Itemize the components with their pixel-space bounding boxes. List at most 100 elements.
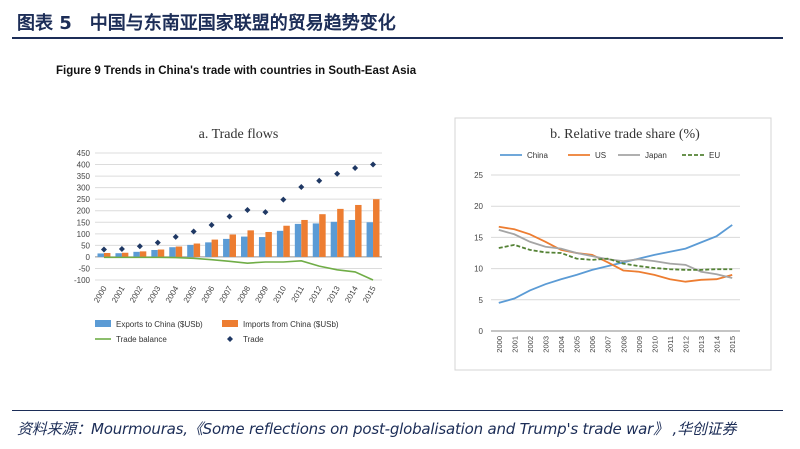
chart-a-import-bar xyxy=(211,239,219,257)
chart-b-x-tick: 2010 xyxy=(650,336,659,353)
legend-exports-label: Exports to China ($USb) xyxy=(116,320,203,329)
chart-a-trade-marker xyxy=(172,233,179,240)
chart-a-export-bar xyxy=(294,223,302,257)
legend-balance-label: Trade balance xyxy=(116,335,167,344)
chart-b-y-tick: 5 xyxy=(479,296,484,305)
chart-a-trade-marker xyxy=(100,246,107,253)
legend-imports-label: Imports from China ($USb) xyxy=(243,320,339,329)
chart-b-x-tick: 2006 xyxy=(588,336,597,353)
chart-b-x-tick: 2009 xyxy=(635,336,644,353)
chart-a-y-tick: 0 xyxy=(86,253,91,262)
title-divider xyxy=(12,37,783,39)
chart-a-y-tick: 350 xyxy=(77,172,91,181)
chart-a-import-bar xyxy=(157,249,165,257)
chart-a-trade-marker xyxy=(154,239,161,246)
chart-a-x-tick: 2014 xyxy=(343,284,360,304)
chart-a-y-tick: 50 xyxy=(81,241,90,250)
chart-a-x-tick: 2005 xyxy=(182,284,199,304)
chart-a-trade-marker xyxy=(334,170,341,177)
chart-a-export-bar xyxy=(312,223,320,257)
chart-b-x-tick: 2000 xyxy=(495,336,504,353)
chart-a-x-tick: 2004 xyxy=(164,284,181,304)
chart-a-y-tick: 200 xyxy=(77,207,91,216)
chart-a-x-tick: 2011 xyxy=(290,284,307,304)
chart-b-x-tick: 2013 xyxy=(697,336,706,353)
chart-a-export-bar xyxy=(241,236,248,257)
chart-b-y-tick: 15 xyxy=(474,233,483,242)
chart-b-x-tick: 2007 xyxy=(604,336,613,353)
chart-a-trade-marker xyxy=(316,177,323,184)
chart-a-export-bar xyxy=(187,244,194,257)
legend-japan-label: Japan xyxy=(645,151,667,160)
chart-a-import-bar xyxy=(355,204,362,257)
chart-a-x-tick: 2003 xyxy=(146,284,163,304)
chart-a-export-bar xyxy=(205,242,212,257)
chart-b-y-tick: 0 xyxy=(479,327,484,336)
chart-a-x-tick: 2000 xyxy=(92,284,109,304)
chart-a-trade-marker xyxy=(262,209,269,216)
chart-a-trade-marker xyxy=(118,246,125,253)
chart-b-x-tick: 2004 xyxy=(557,336,566,353)
chart-a-y-tick: 300 xyxy=(77,184,91,193)
chart-b-y-tick: 25 xyxy=(474,171,483,180)
chart-a-x-tick: 2010 xyxy=(271,284,288,304)
chart-a-export-bar xyxy=(223,238,230,257)
chart-a-export-bar xyxy=(133,251,140,257)
chart-b-eu-line xyxy=(498,243,733,271)
chart-a-export-bar xyxy=(258,237,266,257)
chart-b-x-tick: 2014 xyxy=(713,336,722,353)
chart-b-x-tick: 2001 xyxy=(510,336,519,353)
chart-b-japan-line xyxy=(498,229,733,279)
chart-b-china-line xyxy=(498,224,733,304)
chart-b-title: b. Relative trade share (%) xyxy=(550,127,700,142)
chart-a-import-bar xyxy=(121,252,129,257)
chart-a-y-tick: 450 xyxy=(77,149,91,158)
legend-china-label: China xyxy=(527,151,548,160)
chart-b-x-tick: 2003 xyxy=(541,336,550,353)
chart-a-export-bar xyxy=(330,221,338,257)
chart-b-y-tick: 20 xyxy=(474,202,483,211)
chart-a-x-tick: 2013 xyxy=(325,284,342,304)
legend-eu-label: EU xyxy=(709,151,720,160)
chart-a-export-bar xyxy=(348,219,356,257)
chart-a-y-tick: 250 xyxy=(77,195,91,204)
chart-a-trade-marker xyxy=(370,161,377,168)
chart-a-x-tick: 2006 xyxy=(200,284,217,304)
chart-a-trade-marker xyxy=(208,222,215,229)
chart-a-x-tick: 2012 xyxy=(307,284,324,304)
chart-a-x-tick: 2009 xyxy=(253,284,270,304)
chart-a-x-tick: 2002 xyxy=(128,284,145,304)
chart-a-trade-marker xyxy=(190,228,197,235)
legend-imports-swatch xyxy=(222,320,238,327)
page-title: 图表 5 中国与东南亚国家联盟的贸易趋势变化 xyxy=(17,13,396,34)
chart-a-import-bar xyxy=(337,208,344,257)
chart-a-export-bar xyxy=(151,249,158,257)
chart-a-import-bar xyxy=(229,234,236,257)
legend-exports-swatch xyxy=(95,320,111,327)
chart-a-export-bar xyxy=(366,222,374,257)
chart-a-x-tick: 2015 xyxy=(361,284,378,304)
figure-title: Figure 9 Trends in China's trade with co… xyxy=(56,65,417,77)
chart-a-import-bar xyxy=(175,246,183,257)
chart-b-x-tick: 2015 xyxy=(728,336,737,353)
chart-a-export-bar xyxy=(276,230,284,257)
chart-a-title: a. Trade flows xyxy=(199,127,279,142)
chart-a-export-bar xyxy=(169,247,176,257)
chart-a-y-tick: 150 xyxy=(77,218,91,227)
legend-trade-label: Trade xyxy=(243,335,264,344)
chart-a-x-tick: 2008 xyxy=(236,284,253,304)
chart-a-import-bar xyxy=(103,252,111,257)
chart-a-import-bar xyxy=(139,251,147,257)
chart-a-import-bar xyxy=(193,243,201,257)
footer-divider xyxy=(12,410,783,411)
legend-trade-swatch xyxy=(227,336,233,342)
chart-a-x-tick: 2007 xyxy=(218,284,235,304)
chart-a-trade-marker xyxy=(244,207,251,214)
chart-a-y-tick: -100 xyxy=(74,276,91,285)
chart-a-trade-marker xyxy=(298,183,305,190)
chart-a-balance-line xyxy=(103,256,374,281)
chart-a-y-tick: 100 xyxy=(77,230,91,239)
chart-a-x-tick: 2001 xyxy=(110,284,127,304)
chart-a-import-bar xyxy=(319,214,326,257)
